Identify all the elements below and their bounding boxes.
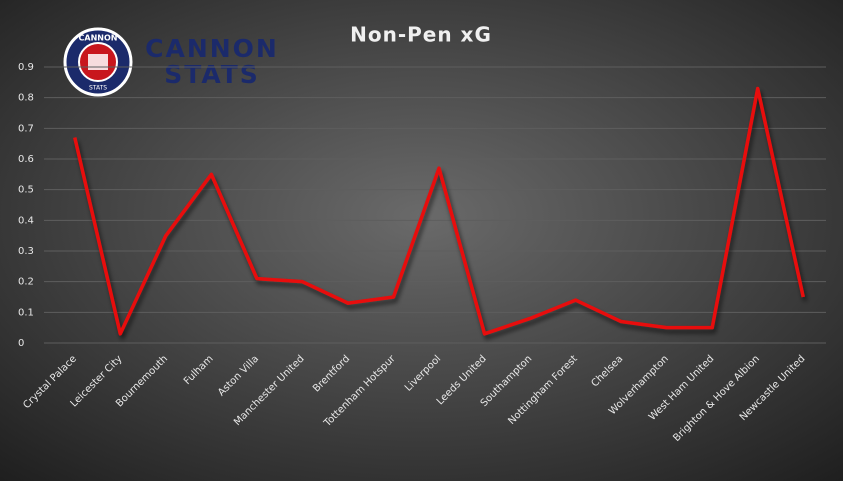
y-tick-label: 0.6: [18, 154, 34, 165]
logo-badge-top: CANNON: [79, 34, 118, 43]
y-tick-label: 0.1: [18, 307, 34, 318]
y-tick-label: 0.8: [18, 93, 34, 104]
y-tick-label: 0.2: [18, 277, 34, 288]
logo-word-1: CANNON: [145, 34, 279, 63]
y-tick-label: 0: [18, 338, 24, 349]
logo: CANNON STATS CANNON STATS: [63, 27, 279, 97]
logo-cannon: [88, 54, 108, 70]
y-tick-label: 0.7: [18, 123, 34, 134]
y-tick-label: 0.3: [18, 246, 34, 257]
series-line: [73, 86, 805, 336]
chart-title: Non-Pen xG: [350, 23, 492, 47]
y-tick-label: 0.5: [18, 185, 34, 196]
y-tick-label: 0.4: [18, 215, 34, 226]
logo-badge-bottom: STATS: [89, 85, 107, 92]
logo-word-2: STATS: [164, 60, 260, 89]
y-tick-label: 0.9: [18, 62, 34, 73]
